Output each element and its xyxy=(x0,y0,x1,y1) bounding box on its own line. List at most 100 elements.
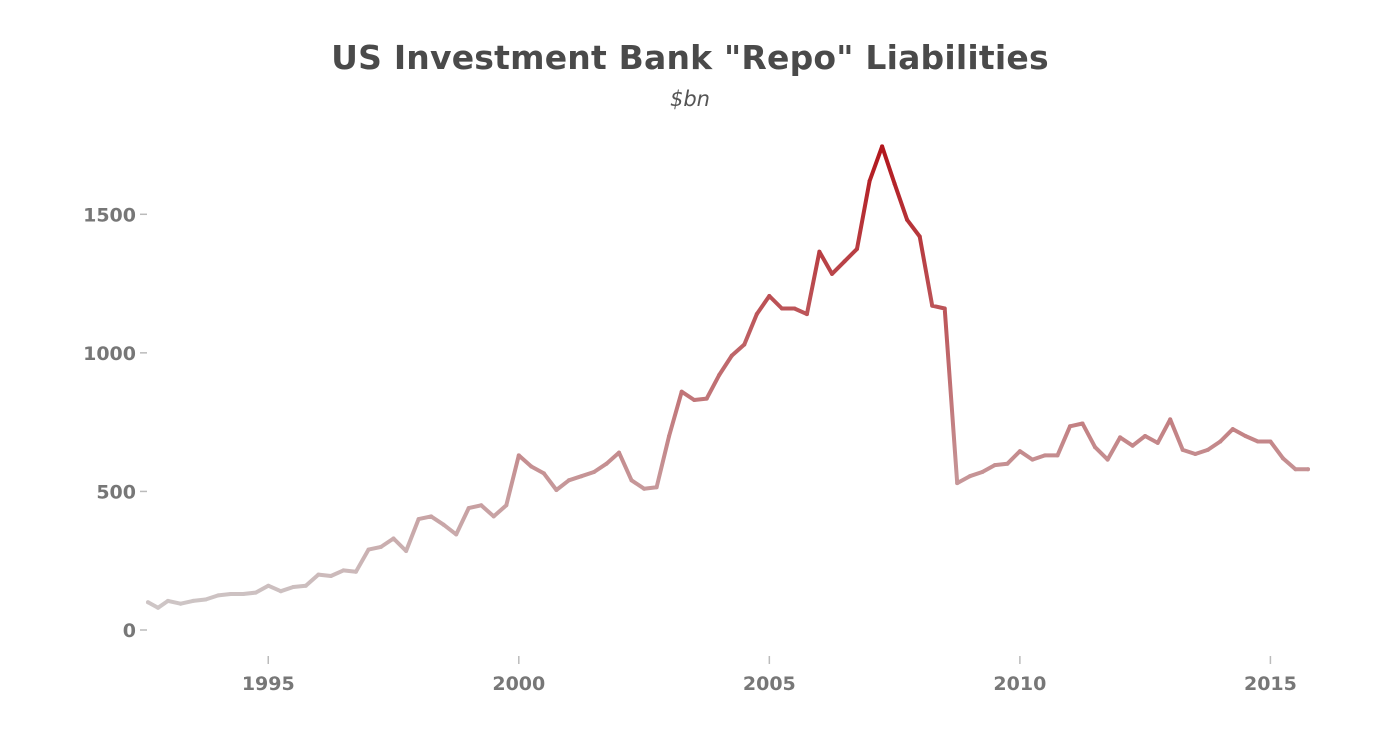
data-point xyxy=(1306,467,1310,472)
data-point xyxy=(1143,434,1148,438)
data-point xyxy=(942,306,947,311)
data-point xyxy=(1168,417,1173,422)
data-point xyxy=(617,450,621,455)
data-point xyxy=(228,592,233,596)
data-point xyxy=(642,486,647,491)
data-point xyxy=(629,478,634,483)
data-point xyxy=(529,464,534,469)
data-point xyxy=(391,536,396,541)
series-layer xyxy=(146,144,1310,610)
data-point xyxy=(604,461,609,466)
data-point xyxy=(1093,445,1097,450)
data-point xyxy=(1055,453,1060,458)
data-point xyxy=(842,259,847,264)
data-point xyxy=(867,179,872,183)
data-point xyxy=(278,589,283,594)
data-point xyxy=(203,597,208,602)
data-point xyxy=(441,522,446,527)
data-point xyxy=(479,503,484,508)
data-point xyxy=(566,478,571,483)
data-point xyxy=(1118,435,1123,440)
data-point xyxy=(1030,457,1035,462)
data-point xyxy=(491,514,496,519)
x-tick-label: 2010 xyxy=(993,673,1046,695)
y-tick-label: 0 xyxy=(123,620,136,642)
data-point xyxy=(454,532,459,537)
data-point xyxy=(817,249,822,254)
x-tick-label: 1995 xyxy=(242,673,295,695)
data-point xyxy=(516,453,521,458)
data-point xyxy=(880,144,885,149)
data-point xyxy=(1293,467,1298,472)
data-point xyxy=(241,592,246,596)
data-point xyxy=(1255,439,1260,444)
data-point xyxy=(1105,457,1110,462)
data-point xyxy=(303,583,308,588)
data-point xyxy=(729,353,734,358)
x-axis: 1995 2000 2005 2010 2015 xyxy=(242,656,1297,695)
data-point xyxy=(704,396,709,401)
data-point xyxy=(1193,452,1198,456)
data-point xyxy=(504,503,509,508)
data-point xyxy=(955,481,960,486)
data-point xyxy=(146,600,150,605)
data-point xyxy=(992,463,997,468)
data-point xyxy=(930,303,935,308)
y-tick-label: 500 xyxy=(96,481,136,503)
data-point xyxy=(1068,424,1072,429)
data-point xyxy=(291,585,296,589)
data-point xyxy=(679,389,684,394)
data-point xyxy=(1230,427,1235,432)
data-point xyxy=(1268,439,1273,444)
x-tick-label: 2005 xyxy=(743,673,796,695)
data-point xyxy=(717,373,722,377)
x-tick-label: 2000 xyxy=(492,673,545,695)
data-point xyxy=(742,342,747,347)
data-point xyxy=(1080,421,1085,426)
y-axis: 0 500 1000 1500 xyxy=(83,204,147,642)
data-point xyxy=(416,517,421,522)
data-point xyxy=(779,306,784,311)
data-point xyxy=(316,572,321,577)
data-point xyxy=(1218,439,1223,444)
data-point xyxy=(191,598,196,603)
data-point xyxy=(253,590,258,595)
data-point xyxy=(554,488,559,492)
chart-title: US Investment Bank "Repo" Liabilities xyxy=(331,38,1049,77)
data-point xyxy=(541,471,546,476)
data-point xyxy=(980,470,985,474)
data-point xyxy=(328,574,333,578)
data-point xyxy=(1180,447,1185,452)
data-point xyxy=(366,547,371,552)
data-point xyxy=(667,434,672,438)
data-point xyxy=(156,605,160,610)
data-point xyxy=(855,246,859,251)
data-point xyxy=(1205,447,1210,452)
y-tick-label: 1500 xyxy=(83,204,136,226)
data-point xyxy=(1042,453,1047,458)
data-point xyxy=(692,398,697,402)
data-point xyxy=(892,181,897,186)
data-point xyxy=(917,234,922,239)
chart-subtitle: $bn xyxy=(669,87,710,111)
data-point xyxy=(216,593,221,598)
data-point xyxy=(967,474,972,479)
data-point xyxy=(792,306,797,311)
series-line xyxy=(146,144,1310,610)
data-point xyxy=(1130,443,1135,448)
data-point xyxy=(592,470,596,474)
data-point xyxy=(579,474,584,479)
data-point xyxy=(830,271,834,276)
data-point xyxy=(404,549,409,553)
data-point xyxy=(1005,461,1010,466)
data-point xyxy=(1155,440,1160,445)
data-point xyxy=(429,514,434,519)
y-tick-label: 1000 xyxy=(83,343,136,365)
data-point xyxy=(341,568,346,573)
data-point xyxy=(1280,456,1285,461)
data-point xyxy=(166,598,170,603)
x-tick-label: 2015 xyxy=(1244,673,1297,695)
data-point xyxy=(654,485,659,490)
data-point xyxy=(905,217,910,222)
